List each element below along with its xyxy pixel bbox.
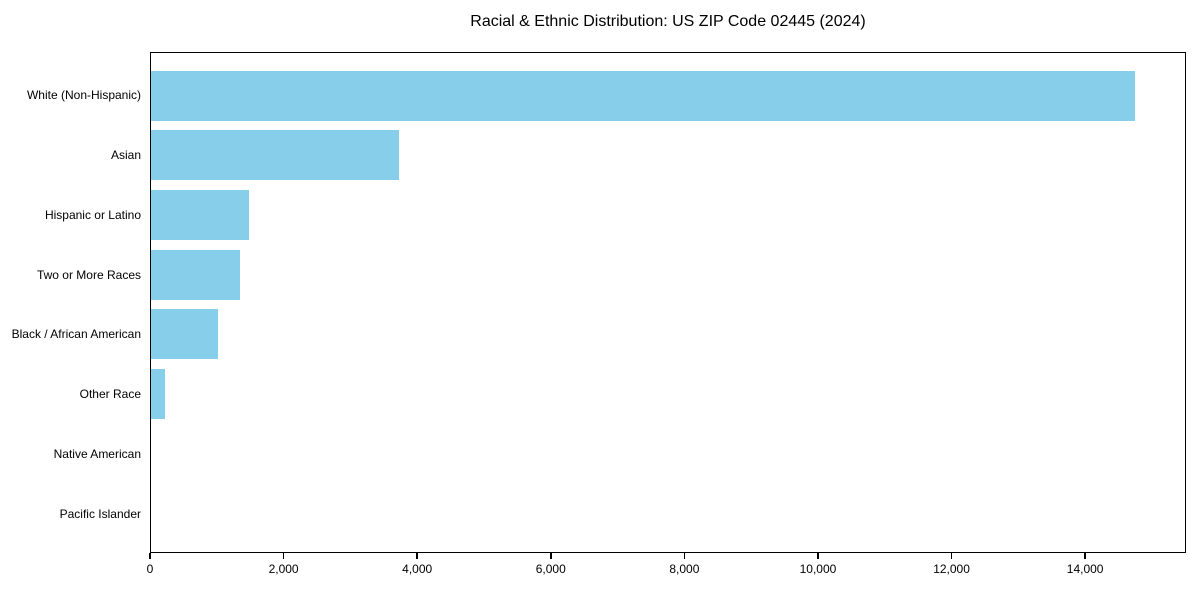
plot-area bbox=[150, 52, 1186, 553]
x-axis: 0 2,000 4,000 6,000 8,000 10,000 12,000 14,000 bbox=[146, 553, 1186, 587]
x-tick-mark bbox=[550, 553, 552, 559]
bar bbox=[151, 368, 166, 419]
bar bbox=[151, 130, 399, 181]
x-tick-mark bbox=[282, 553, 285, 559]
y-axis-label: Pacific Islander bbox=[59, 507, 141, 522]
x-tick-mark bbox=[683, 553, 686, 559]
x-tick-label: 8,000 bbox=[669, 562, 700, 576]
y-row: Black / African American bbox=[0, 305, 156, 365]
y-axis-label: Hispanic or Latino bbox=[44, 207, 141, 222]
x-tick-mark bbox=[817, 553, 819, 559]
bar-row bbox=[151, 424, 1185, 484]
y-row: Other Race bbox=[0, 364, 156, 424]
y-row: Pacific Islander bbox=[0, 484, 156, 544]
y-axis-label: Two or More Races bbox=[36, 267, 141, 282]
x-tick-label: 2,000 bbox=[268, 562, 299, 576]
bar-row bbox=[151, 66, 1185, 126]
x-tick-mark bbox=[1084, 553, 1086, 559]
y-row: White (Non-Hispanic) bbox=[0, 65, 156, 125]
bar-row bbox=[151, 483, 1185, 543]
bars-layer bbox=[151, 53, 1185, 552]
y-row: Hispanic or Latino bbox=[0, 185, 156, 245]
x-tick-label: 14,000 bbox=[1066, 562, 1104, 576]
y-row: Two or More Races bbox=[0, 245, 156, 305]
y-axis-label: Other Race bbox=[79, 387, 141, 402]
y-row: Asian bbox=[0, 125, 156, 185]
bar-row bbox=[151, 364, 1185, 424]
y-axis: White (Non-Hispanic) Asian Hispanic or Lat… bbox=[0, 52, 156, 553]
bar-row bbox=[151, 185, 1185, 245]
x-tick-label: 6,000 bbox=[535, 562, 566, 576]
y-axis-label: White (Non-Hispanic) bbox=[26, 87, 141, 102]
x-tick-label: 10,000 bbox=[799, 562, 837, 576]
x-tick-mark bbox=[149, 553, 151, 559]
y-axis-label: Native American bbox=[53, 447, 141, 462]
y-axis-label: Asian bbox=[110, 147, 141, 162]
bar-row bbox=[151, 305, 1185, 365]
x-tick-mark bbox=[950, 553, 953, 559]
bar bbox=[151, 190, 249, 241]
bar bbox=[151, 309, 218, 360]
x-tick-label: 0 bbox=[146, 562, 154, 576]
bar bbox=[151, 70, 1135, 121]
bar bbox=[151, 249, 240, 300]
y-row: Native American bbox=[0, 424, 156, 484]
x-tick-label: 12,000 bbox=[933, 562, 970, 576]
bar-row bbox=[151, 245, 1185, 305]
bar-row bbox=[151, 126, 1185, 186]
y-axis-label: Black / African American bbox=[11, 327, 141, 342]
x-tick-label: 4,000 bbox=[402, 562, 433, 576]
chart-title: Racial & Ethnic Distribution: US ZIP Cod… bbox=[470, 13, 866, 30]
x-tick-mark bbox=[416, 553, 418, 559]
